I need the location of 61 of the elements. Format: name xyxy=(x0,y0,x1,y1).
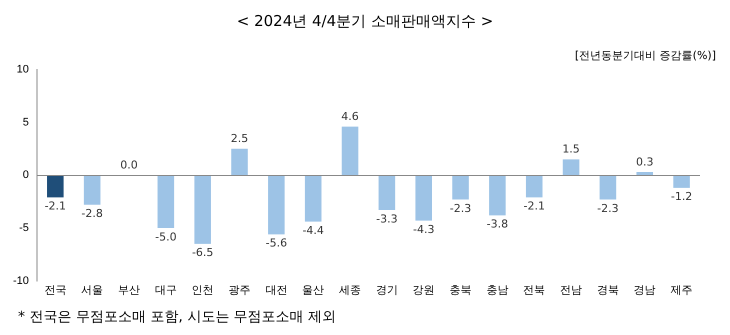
data-label: 0.3 xyxy=(636,155,654,168)
chart-title: < 2024년 4/4분기 소매판매액지수 > xyxy=(236,12,494,31)
y-tick-label: 10 xyxy=(16,64,29,76)
y-tick-label: -5 xyxy=(19,222,29,234)
text: * 전국은 무점포소매 포함, 시도는 무점포소매 제외 xyxy=(18,308,336,326)
data-label: 1.5 xyxy=(562,142,580,156)
x-tick-label: 대전 xyxy=(265,284,288,296)
data-label: -2.8 xyxy=(81,207,103,220)
x-tick-label: 경기 xyxy=(376,284,398,296)
bar xyxy=(562,159,580,176)
data-label: -2.1 xyxy=(523,200,545,213)
data-label: -2.3 xyxy=(450,202,472,215)
y-tick-label: 5 xyxy=(22,116,29,128)
data-label: -2.3 xyxy=(597,202,619,215)
bar xyxy=(636,172,654,176)
y-axis-title: [전년동분기대비 증감률(%)] xyxy=(574,48,716,63)
x-tick-label: 경남 xyxy=(634,284,656,296)
bar xyxy=(304,175,322,222)
bar xyxy=(84,175,100,205)
x-tick-label: 전북 xyxy=(523,284,546,296)
bar xyxy=(158,175,174,228)
x-tick-label: 서울 xyxy=(81,284,104,296)
data-label: -1.2 xyxy=(670,190,692,204)
data-label: -2.1 xyxy=(44,200,66,213)
x-tick-label: 경북 xyxy=(596,284,619,296)
bar xyxy=(378,175,396,210)
x-tick-label: 대구 xyxy=(154,284,177,296)
data-label: -5.0 xyxy=(155,230,177,244)
data-label: -4.3 xyxy=(412,222,434,236)
data-label: -6.5 xyxy=(192,246,214,260)
data-label: 4.6 xyxy=(341,110,359,123)
y-tick-label: 0 xyxy=(22,169,29,182)
bar xyxy=(673,175,690,188)
x-tick-label: 인천 xyxy=(192,284,214,296)
bar xyxy=(526,175,543,198)
bar xyxy=(194,175,211,244)
x-tick-label: 전국 xyxy=(44,284,66,296)
x-tick-label: 제주 xyxy=(670,284,693,296)
data-label: -3.3 xyxy=(376,212,398,226)
bar xyxy=(268,175,285,234)
data-label: -3.8 xyxy=(486,218,508,231)
x-tick-label: 충북 xyxy=(450,284,472,296)
bar xyxy=(47,175,64,198)
y-tick-label: -10 xyxy=(12,274,29,287)
x-tick-label: 강원 xyxy=(412,284,435,296)
x-tick-label: 전남 xyxy=(560,284,582,296)
bar xyxy=(342,126,358,176)
x-tick-label: 울산 xyxy=(302,284,324,296)
bar xyxy=(231,148,248,176)
bar xyxy=(600,175,616,200)
data-label: -5.6 xyxy=(266,236,288,250)
x-tick-label: 충남 xyxy=(486,284,508,296)
bar xyxy=(415,175,432,221)
x-tick-label: 세종 xyxy=(339,284,362,296)
bar xyxy=(452,175,469,200)
x-tick-label: 부산 xyxy=(118,284,140,296)
x-tick-label: 광주 xyxy=(228,284,251,296)
bar xyxy=(489,175,506,216)
data-label: 2.5 xyxy=(230,132,248,146)
data-label: -4.4 xyxy=(302,224,324,238)
data-label: 0.0 xyxy=(120,158,138,172)
